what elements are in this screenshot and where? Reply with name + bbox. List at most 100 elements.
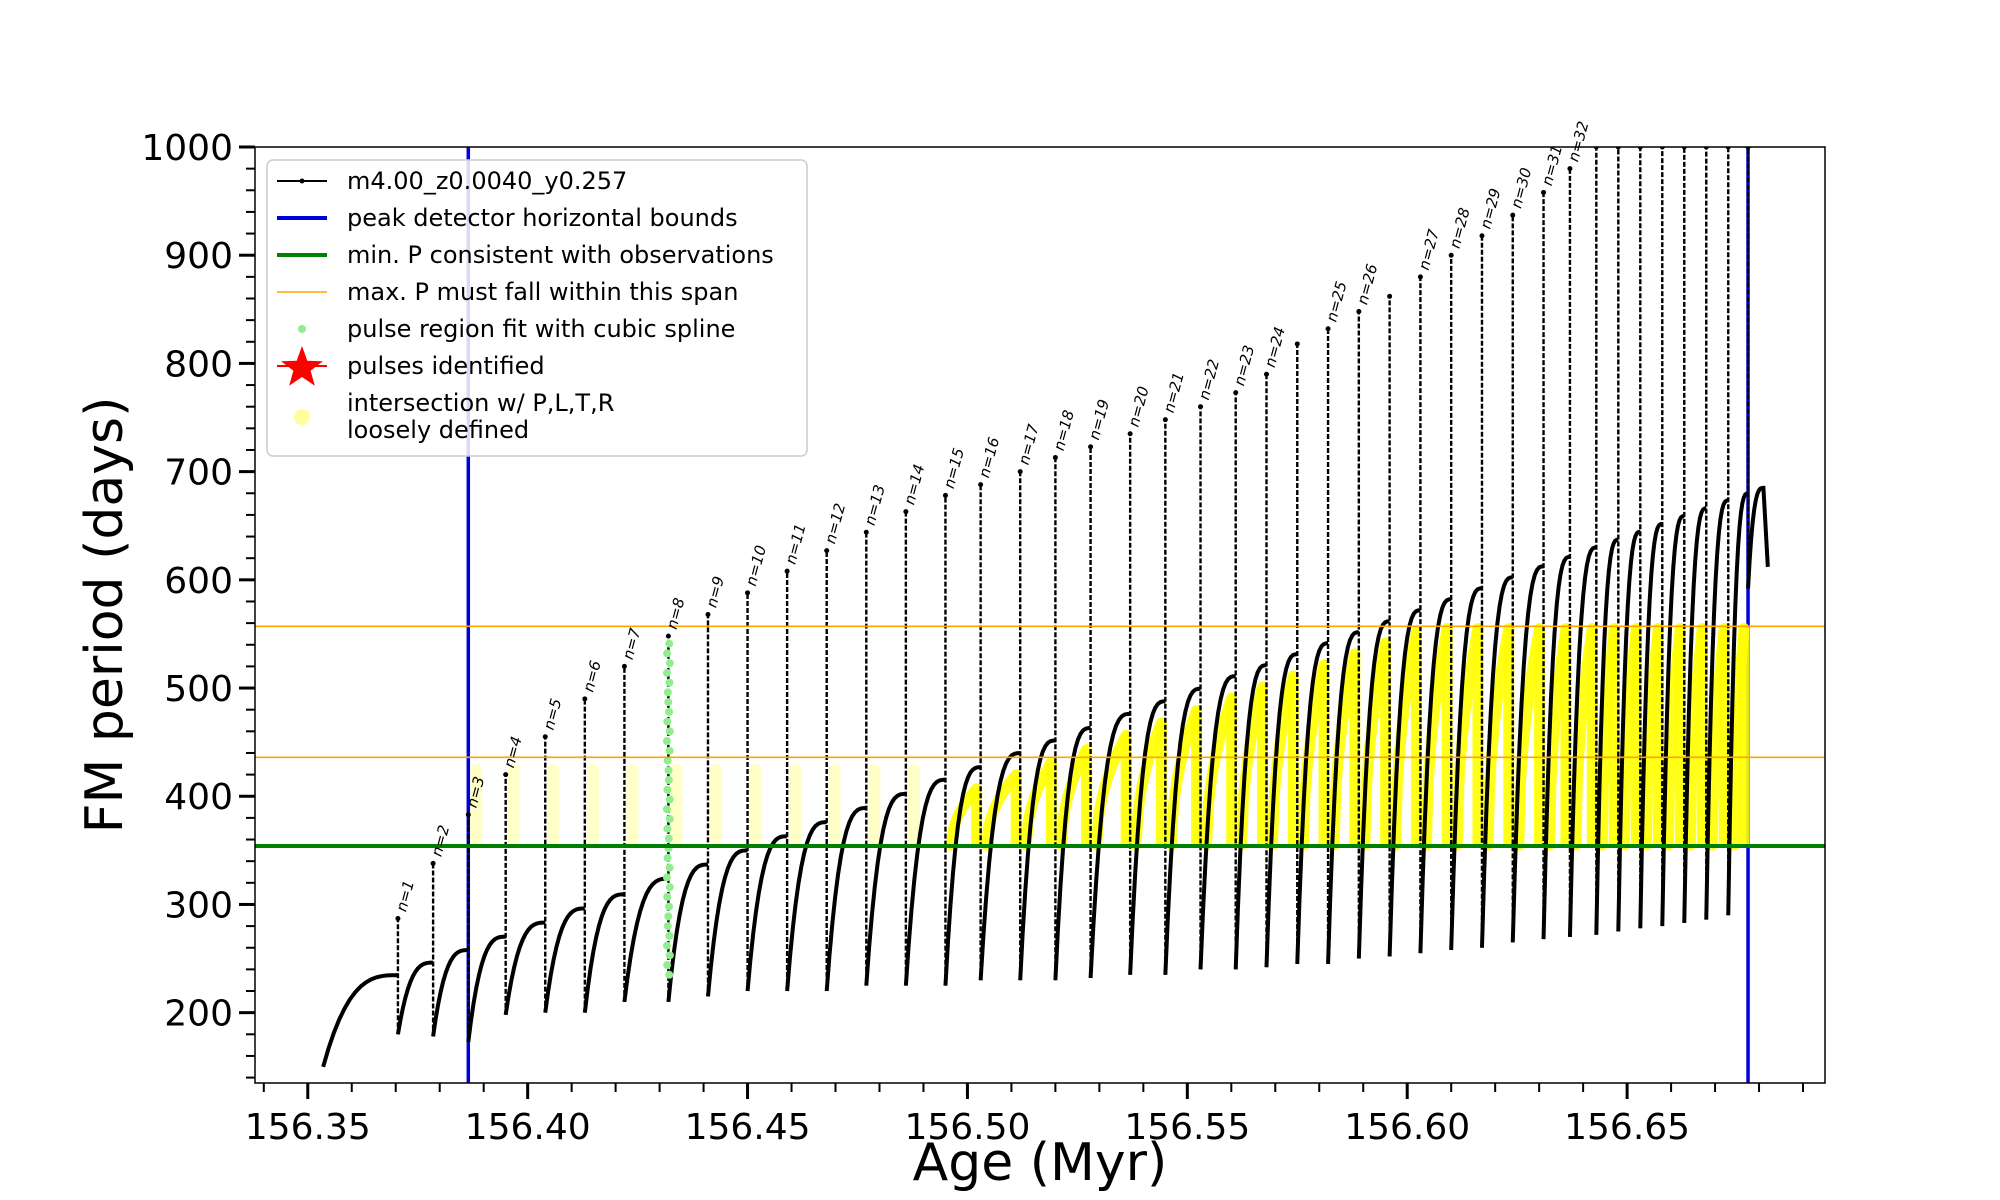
- spline-fit-series: [662, 639, 674, 979]
- curve-segment-33: [1541, 554, 1571, 940]
- pulse-peak-point-5: [582, 696, 588, 702]
- pulse-label-9: n=10: [742, 543, 770, 587]
- spline-point: [665, 814, 674, 823]
- pulse-label-23: n=24: [1261, 325, 1289, 369]
- x-tick-label-1: 156.40: [465, 1107, 591, 1148]
- pulse-peak-point-27: [1387, 293, 1393, 299]
- pulse-peak-point-2: [465, 812, 471, 818]
- curve-segment-24: [1264, 652, 1298, 968]
- yellow-faint-11: [828, 763, 841, 845]
- pulse-peak-point-28: [1417, 274, 1423, 280]
- curve-segment-32: [1510, 564, 1544, 943]
- spline-point: [663, 756, 672, 765]
- pulse-label-33: n=32: [1564, 119, 1592, 163]
- curve-segment-0: [321, 973, 398, 1068]
- curve-segment-16: [978, 751, 1021, 981]
- legend-item-3-label: max. P must fall within this span: [347, 278, 738, 306]
- spline-point: [665, 707, 674, 716]
- curve-segment-25: [1295, 641, 1329, 965]
- yellow-faint-9: [749, 763, 762, 845]
- curve-tail: [1746, 485, 1770, 589]
- legend-item-2-label: min. P consistent with observations: [347, 241, 774, 269]
- pulse-peak-point-6: [621, 663, 627, 669]
- yellow-faint-2: [470, 763, 483, 845]
- pulse-label-30: n=29: [1476, 186, 1504, 230]
- pulse-peak-point-15: [978, 482, 984, 488]
- pulse-peak-point-7: [665, 633, 671, 639]
- x-tick-label-3: 156.50: [904, 1107, 1030, 1148]
- spline-point: [663, 961, 672, 970]
- curve-segment-14: [903, 777, 946, 986]
- pulse-label-4: n=5: [540, 697, 566, 732]
- spline-point: [663, 688, 672, 697]
- y-tick-label-3: 500: [164, 669, 233, 710]
- pulse-peak-point-3: [503, 772, 509, 778]
- pulse-peak-point-21: [1198, 404, 1204, 410]
- curve-segment-37: [1638, 521, 1663, 929]
- curve-segment-15: [943, 765, 981, 986]
- curve-segment-5: [543, 906, 585, 1013]
- curve-segment-27: [1356, 619, 1390, 959]
- pulse-peak-point-19: [1127, 431, 1133, 437]
- curve-segment-34: [1567, 545, 1597, 937]
- yellow-faint-8: [709, 763, 722, 845]
- curve-segment-8: [666, 862, 709, 1003]
- pulse-label-22: n=23: [1230, 343, 1258, 387]
- pulse-peak-point-17: [1052, 455, 1058, 461]
- legend-item-0-label: m4.00_z0.0040_y0.257: [347, 167, 627, 195]
- y-tick-label-8: 1000: [141, 128, 233, 169]
- spline-point: [663, 785, 672, 794]
- pulse-label-3: n=4: [500, 734, 526, 769]
- legend-item-4-label: pulse region fit with cubic spline: [347, 315, 735, 343]
- curve-segment-13: [864, 791, 906, 986]
- legend-item-1-label: peak detector horizontal bounds: [347, 204, 738, 232]
- pulse-label-11: n=12: [821, 501, 849, 545]
- curve-segment-19: [1088, 711, 1131, 979]
- spline-point: [662, 737, 671, 746]
- curve-segment-21: [1163, 686, 1201, 975]
- spline-point: [662, 941, 671, 950]
- pulse-peak-point-1: [430, 860, 436, 866]
- pulse-peak-point-33: [1567, 166, 1573, 172]
- spline-point: [664, 766, 673, 775]
- pulse-label-29: n=28: [1446, 206, 1474, 250]
- y-tick-label-4: 600: [164, 561, 233, 602]
- y-tick-label-6: 800: [164, 344, 233, 385]
- period-reference-lines: [255, 625, 1825, 849]
- yellow-faint-10: [789, 763, 802, 845]
- spline-point: [663, 922, 672, 931]
- spline-point: [665, 746, 674, 755]
- spline-point: [665, 659, 674, 668]
- spline-point: [665, 883, 674, 892]
- pulse-label-17: n=18: [1050, 408, 1078, 452]
- pulse-label-20: n=21: [1160, 370, 1188, 414]
- spline-point: [663, 649, 672, 658]
- pulse-label-5: n=6: [579, 659, 605, 694]
- spline-point: [665, 931, 674, 940]
- curve-segment-4: [503, 920, 546, 1016]
- curve-segment-40: [1704, 498, 1729, 920]
- pulse-peak-point-10: [784, 568, 790, 574]
- pulse-label-15: n=16: [975, 435, 1003, 479]
- spline-point: [665, 863, 674, 872]
- x-tick-label-0: 156.35: [245, 1107, 371, 1148]
- curve-segment-39: [1682, 506, 1707, 923]
- pulse-label-32: n=31: [1538, 143, 1566, 187]
- pulse-peak-point-4: [542, 734, 548, 740]
- axis-ticks: 156.35 156.40 156.45 156.50 156.55 156.60 156.…: [141, 128, 1805, 1148]
- curve-segment-36: [1616, 529, 1641, 932]
- spline-point: [662, 805, 671, 814]
- pulse-peak-point-12: [863, 529, 869, 535]
- period-curve-series: [321, 147, 1770, 1068]
- y-tick-label-2: 400: [164, 777, 233, 818]
- legend-box: [266, 159, 808, 457]
- curve-segment-1: [395, 960, 434, 1035]
- spline-point: [665, 795, 674, 804]
- spline-point: [665, 727, 674, 736]
- curve-segment-26: [1326, 630, 1359, 965]
- curve-segment-31: [1479, 575, 1513, 948]
- pulse-label-6: n=7: [619, 626, 645, 662]
- pulse-peak-point-32: [1541, 189, 1547, 195]
- pulse-label-25: n=25: [1323, 279, 1351, 323]
